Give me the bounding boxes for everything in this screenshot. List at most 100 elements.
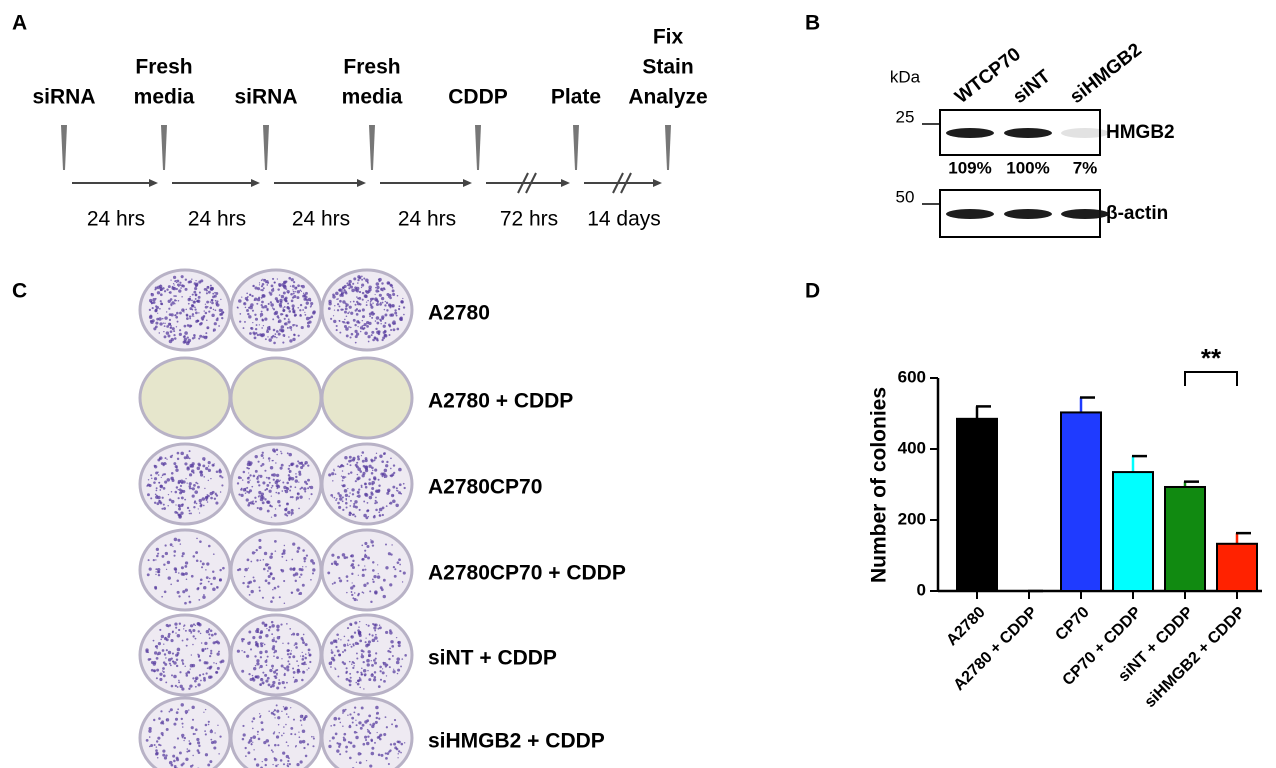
colony bbox=[163, 462, 167, 466]
colony bbox=[268, 489, 272, 493]
colony bbox=[392, 565, 396, 569]
colony bbox=[361, 723, 365, 727]
colony bbox=[150, 744, 154, 747]
colony bbox=[156, 567, 161, 572]
colony bbox=[369, 302, 372, 304]
colony bbox=[261, 760, 263, 763]
colony bbox=[157, 312, 159, 314]
colony bbox=[246, 585, 250, 588]
colony bbox=[216, 587, 219, 589]
colony bbox=[345, 315, 348, 318]
colony bbox=[280, 450, 282, 453]
colony bbox=[252, 741, 254, 743]
colony bbox=[262, 481, 266, 485]
colony bbox=[243, 576, 246, 578]
colony bbox=[176, 457, 180, 461]
colony bbox=[210, 298, 214, 302]
colony bbox=[250, 560, 253, 563]
colony bbox=[198, 674, 202, 677]
colony bbox=[289, 485, 292, 488]
colony bbox=[388, 657, 391, 661]
colony bbox=[150, 302, 153, 305]
colonies bbox=[327, 539, 406, 604]
colony bbox=[288, 310, 292, 313]
band bbox=[1004, 209, 1052, 219]
break bbox=[525, 172, 537, 194]
colony bbox=[262, 671, 265, 674]
colony bbox=[391, 644, 395, 648]
colony bbox=[266, 284, 269, 286]
event-marker bbox=[161, 125, 167, 170]
colony bbox=[288, 476, 292, 480]
colony bbox=[274, 550, 277, 552]
colony bbox=[180, 275, 184, 279]
colony bbox=[274, 640, 278, 643]
colony bbox=[298, 736, 301, 739]
colony bbox=[168, 760, 173, 765]
colony bbox=[254, 454, 258, 459]
colony bbox=[301, 729, 306, 733]
colony bbox=[402, 306, 406, 309]
colony bbox=[293, 281, 296, 284]
colony bbox=[356, 473, 359, 476]
colony bbox=[272, 287, 275, 290]
colony bbox=[183, 736, 186, 740]
colony bbox=[372, 569, 375, 572]
colony bbox=[193, 506, 196, 509]
colony bbox=[267, 566, 272, 570]
colony bbox=[285, 713, 288, 715]
colony bbox=[374, 468, 378, 472]
colony bbox=[288, 663, 291, 666]
colony bbox=[155, 568, 158, 571]
colony bbox=[271, 664, 274, 668]
colony bbox=[351, 493, 355, 496]
colony bbox=[254, 655, 257, 658]
colony bbox=[371, 578, 374, 581]
colony bbox=[276, 709, 280, 713]
colony bbox=[274, 333, 277, 335]
colony bbox=[356, 477, 360, 481]
colony bbox=[353, 730, 357, 734]
colony bbox=[203, 594, 205, 596]
colony bbox=[205, 661, 209, 665]
colony bbox=[165, 754, 168, 757]
colony bbox=[184, 572, 188, 576]
colony bbox=[377, 573, 379, 575]
colony bbox=[368, 495, 373, 500]
colony bbox=[337, 492, 340, 495]
colony bbox=[380, 323, 382, 325]
colony bbox=[256, 559, 259, 562]
colony bbox=[399, 318, 403, 322]
colony bbox=[359, 726, 363, 730]
colony bbox=[371, 544, 375, 547]
colony bbox=[193, 501, 196, 504]
colony bbox=[276, 674, 278, 676]
colony bbox=[157, 471, 159, 474]
colony bbox=[200, 642, 203, 644]
colony bbox=[198, 337, 201, 340]
colony bbox=[167, 334, 171, 338]
colony bbox=[274, 676, 278, 679]
colony bbox=[187, 297, 191, 302]
colony bbox=[374, 320, 377, 322]
colony bbox=[218, 650, 220, 653]
colony bbox=[194, 685, 197, 688]
colony bbox=[268, 481, 271, 484]
colony bbox=[188, 473, 193, 477]
colony bbox=[388, 666, 391, 669]
colony bbox=[304, 480, 307, 484]
colony bbox=[218, 308, 223, 312]
colony bbox=[273, 670, 277, 674]
colony bbox=[328, 744, 332, 749]
colony bbox=[282, 763, 286, 766]
colony bbox=[162, 722, 165, 725]
colony bbox=[195, 551, 199, 555]
colony bbox=[299, 487, 302, 490]
colony bbox=[364, 459, 368, 463]
colony bbox=[173, 765, 177, 768]
colony bbox=[197, 751, 201, 754]
colony bbox=[262, 287, 265, 290]
colony bbox=[373, 337, 376, 340]
colony bbox=[168, 307, 171, 310]
colony bbox=[192, 628, 196, 633]
